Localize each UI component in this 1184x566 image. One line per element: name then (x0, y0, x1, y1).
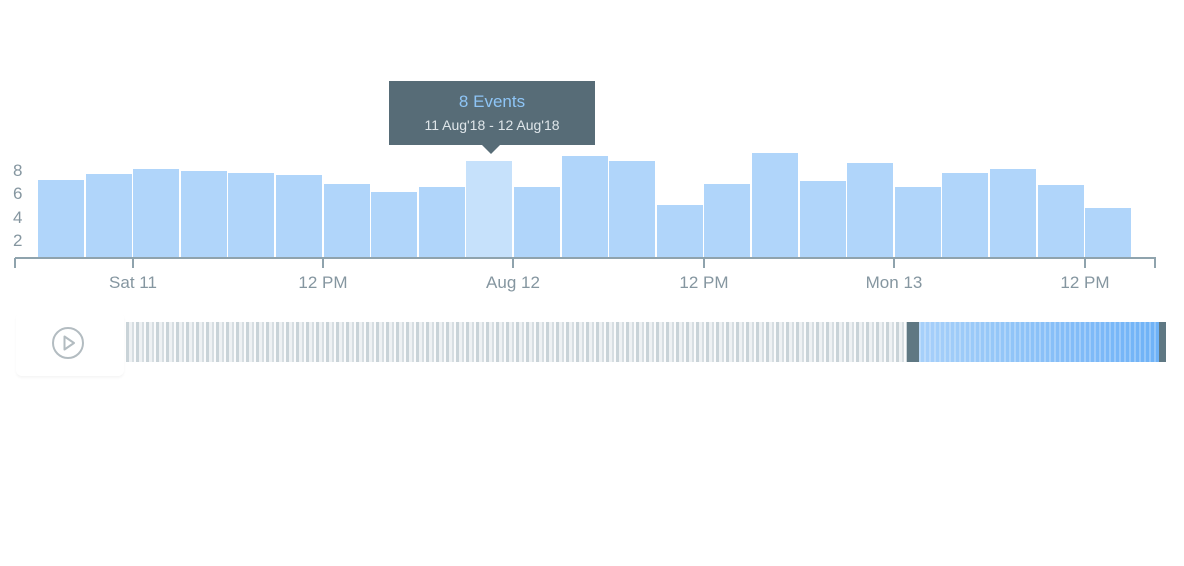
x-axis-tick (14, 258, 16, 268)
x-tick-label: Mon 13 (865, 273, 923, 292)
histogram-bar[interactable] (85, 174, 132, 257)
x-axis-tick (893, 258, 895, 268)
histogram-bar[interactable] (276, 175, 322, 257)
bar-tooltip: 8 Events 11 Aug'18 - 12 Aug'18 (389, 81, 595, 154)
histogram-chart: 8 6 4 2 Sat 11 12 PM Aug 12 12 PM Mon 13… (13, 81, 1156, 292)
timeline-range-handle-right[interactable] (1159, 322, 1166, 362)
x-axis-tick (1084, 258, 1086, 268)
x-axis-tick (512, 258, 514, 268)
histogram-bar[interactable] (228, 173, 275, 257)
histogram-bar[interactable] (371, 192, 418, 257)
histogram-bar[interactable] (466, 161, 513, 257)
y-tick-label: 8 (13, 161, 23, 180)
histogram-bar[interactable] (133, 169, 180, 257)
tooltip-date-range: 11 Aug'18 - 12 Aug'18 (424, 117, 560, 133)
x-tick-label: 12 PM (679, 273, 729, 292)
x-axis-tick (703, 258, 705, 268)
x-axis-tick (132, 258, 134, 268)
x-axis-tick (322, 258, 324, 268)
y-tick-label: 2 (13, 231, 23, 250)
timeline-range-unselected[interactable] (126, 322, 907, 362)
y-tick-label: 4 (13, 208, 23, 227)
histogram-bar[interactable] (894, 187, 941, 257)
histogram-bar[interactable] (1085, 208, 1132, 257)
histogram-bar[interactable] (514, 187, 560, 257)
timeline-range-handle-left[interactable] (907, 322, 919, 362)
x-axis-tick (1154, 258, 1156, 268)
histogram-bar[interactable] (990, 169, 1036, 257)
histogram-bar[interactable] (942, 173, 989, 257)
histogram-bar[interactable] (561, 156, 608, 257)
histogram-bar[interactable] (418, 187, 465, 257)
histogram-bar[interactable] (656, 205, 703, 257)
x-tick-label: 12 PM (298, 273, 348, 292)
histogram-bar[interactable] (609, 161, 656, 257)
x-tick-label: Sat 11 (109, 273, 157, 292)
histogram-bar[interactable] (38, 180, 84, 257)
histogram-bar[interactable] (752, 153, 798, 257)
play-icon (52, 327, 84, 359)
histogram-bar[interactable] (1037, 185, 1084, 257)
play-button[interactable] (16, 312, 124, 376)
x-tick-label: Aug 12 (486, 273, 540, 292)
histogram-bar[interactable] (799, 181, 846, 257)
x-axis-line (15, 257, 1156, 259)
timeline-range-selected[interactable] (919, 322, 1159, 362)
histogram-bar[interactable] (704, 184, 751, 257)
y-tick-label: 6 (13, 184, 23, 203)
x-tick-label: 12 PM (1060, 273, 1110, 292)
tooltip-event-count: 8 Events (458, 92, 526, 111)
histogram-bar[interactable] (323, 184, 370, 257)
histogram-bar[interactable] (847, 163, 894, 257)
histogram-bar[interactable] (180, 171, 227, 257)
